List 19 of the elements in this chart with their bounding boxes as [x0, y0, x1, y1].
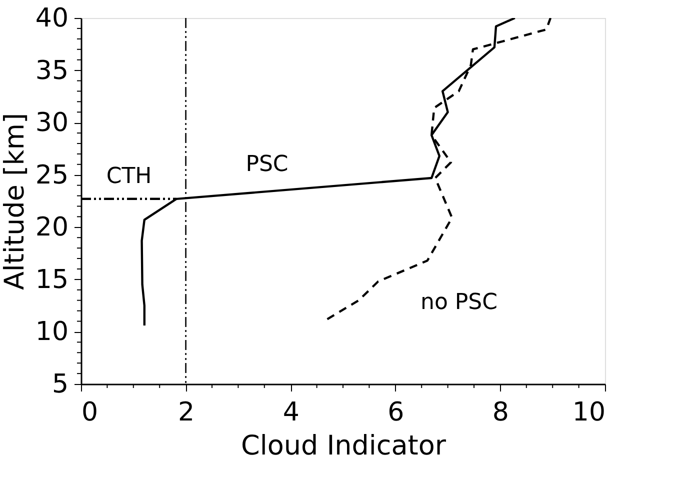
y-tick-label: 40 — [35, 4, 68, 34]
x-tick-label: 0 — [82, 398, 98, 428]
y-tick-label: 5 — [52, 370, 68, 400]
x-axis-title: Cloud Indicator — [240, 430, 447, 462]
x-tick-label: 10 — [572, 398, 606, 428]
x-tick-label: 2 — [178, 398, 195, 428]
y-tick-label: 35 — [35, 56, 68, 86]
x-tick-label: 6 — [388, 398, 404, 428]
x-tick-label: 4 — [282, 398, 300, 428]
annotation: PSC — [246, 152, 288, 177]
y-tick-label: 15 — [35, 264, 68, 295]
y-tick-label: 30 — [35, 108, 68, 138]
y-tick-label: 20 — [35, 212, 68, 243]
y-tick-label: 25 — [35, 160, 68, 190]
y-axis-title: Altitude [km] — [0, 112, 30, 290]
y-tick-label: 10 — [35, 317, 68, 348]
annotation: CTH — [106, 164, 152, 189]
x-tick-label: 8 — [492, 398, 509, 428]
annotation: no PSC — [420, 290, 498, 315]
